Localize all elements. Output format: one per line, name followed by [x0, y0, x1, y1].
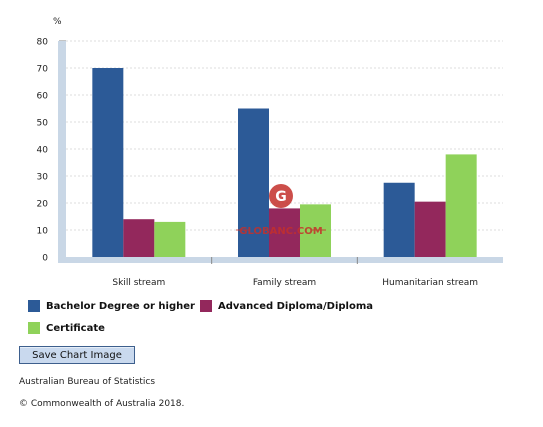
x-tick-label: Family stream [253, 278, 316, 288]
legend-label-certificate: Certificate [46, 322, 105, 334]
legend-item-bachelor: Bachelor Degree or higher [28, 300, 195, 312]
bar-bachelor[interactable] [238, 108, 269, 258]
copyright-text: © Commonwealth of Australia 2018. [19, 399, 185, 409]
legend-swatch-diploma [200, 300, 212, 312]
y-tick-label: 80 [37, 38, 49, 48]
y-axis-wall [58, 41, 66, 261]
save-chart-image-button[interactable]: Save Chart Image [19, 346, 135, 364]
bar-certificate[interactable] [445, 154, 477, 257]
bar-bachelor[interactable] [92, 68, 124, 257]
y-tick-label: 30 [37, 173, 49, 183]
y-tick-label: 0 [42, 254, 48, 264]
watermark-logo-badge [269, 184, 293, 208]
bar-certificate[interactable] [154, 221, 186, 257]
legend-label-diploma: Advanced Diploma/Diploma [218, 300, 373, 312]
y-tick-label: 10 [37, 227, 49, 237]
x-axis-floor [58, 257, 503, 263]
legend-swatch-bachelor [28, 300, 40, 312]
bars [92, 68, 477, 258]
bar-diploma[interactable] [269, 208, 300, 257]
y-tick-label: 40 [37, 146, 49, 156]
bar-diploma[interactable] [123, 219, 155, 257]
legend-item-certificate: Certificate [28, 322, 105, 334]
y-tick-label: 60 [37, 92, 49, 102]
bar-certificate[interactable] [300, 204, 331, 257]
legend-item-diploma: Advanced Diploma/Diploma [200, 300, 373, 312]
x-tick-label: Humanitarian stream [382, 278, 478, 288]
legend-swatch-certificate [28, 322, 40, 334]
x-tick-label: Skill stream [112, 278, 165, 288]
watermark-logo-letter: G [275, 189, 287, 205]
watermark-logo: G GLOBANC.COM [236, 184, 326, 237]
x-tick-labels: Skill stream Family stream Humanitarian st… [112, 278, 478, 288]
y-tick-labels: 0 10 20 30 40 50 60 70 80 [37, 38, 49, 264]
bar-bachelor[interactable] [383, 182, 415, 257]
y-axis-label: % [53, 17, 62, 27]
legend-label-bachelor: Bachelor Degree or higher [46, 300, 195, 312]
y-tick-label: 20 [37, 200, 49, 210]
source-text: Australian Bureau of Statistics [19, 377, 156, 387]
y-tick-label: 50 [37, 119, 49, 129]
bar-chart: 0 10 20 30 40 50 60 70 80 Skill stream Family str… [37, 17, 503, 288]
y-tick-label: 70 [37, 65, 49, 75]
axes [58, 40, 503, 264]
watermark-text: GLOBANC.COM [239, 226, 322, 237]
bar-diploma[interactable] [414, 201, 446, 257]
